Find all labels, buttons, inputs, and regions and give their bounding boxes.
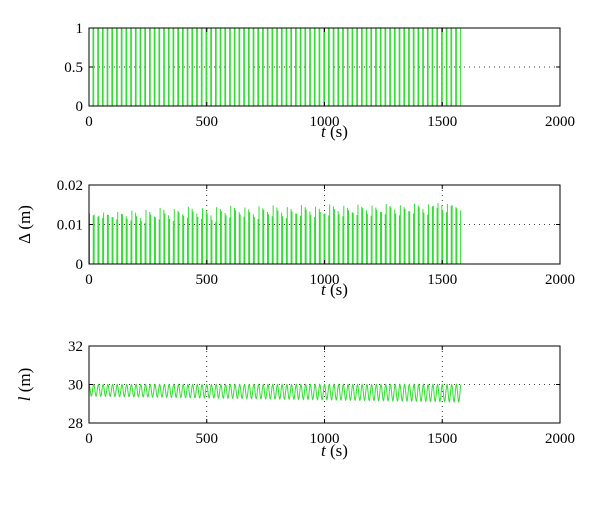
y-tick-label: 28: [68, 416, 83, 432]
y-tick-label: 0.02: [57, 178, 83, 194]
x-tick-label: 1500: [427, 272, 457, 288]
x-tick-label: 1500: [427, 114, 457, 130]
x-tick-label: 0: [85, 272, 93, 288]
x-axis-label: t (s): [321, 441, 348, 460]
x-tick-label: 2000: [545, 272, 575, 288]
x-axis-label: t (s): [321, 122, 348, 141]
panel-pulse-signal: 0 500 1000 1500 2000 0 0.5 1 t (s): [64, 21, 575, 141]
x-tick-label: 0: [85, 431, 93, 447]
x-tick-label: 500: [196, 431, 219, 447]
y-axis-label: l (m): [15, 368, 34, 402]
x-tick-label: 500: [196, 114, 219, 130]
series-line-length: [88, 383, 462, 404]
x-tick-label: 1000: [310, 114, 340, 130]
panel-delta: 0 500 1000 1500 2000 0 0.01 0.02 t (s) Δ (m): [15, 178, 575, 299]
x-tick-label: 0: [85, 114, 93, 130]
y-tick-label: 30: [68, 378, 83, 394]
y-tick-label: 0: [76, 257, 84, 273]
x-tick-label: 2000: [545, 114, 575, 130]
series-line-delta: [88, 203, 462, 264]
x-tick-label: 2000: [545, 431, 575, 447]
panel-length: 0 500 1000 1500 2000 28 30 32 t (s) l (m): [15, 339, 575, 460]
x-tick-label: 1000: [310, 272, 340, 288]
y-tick-label: 1: [76, 21, 84, 37]
y-tick-label: 0.5: [64, 60, 83, 76]
y-tick-label: 0: [76, 99, 84, 115]
x-axis-label: t (s): [321, 280, 348, 299]
y-tick-label: 32: [68, 339, 83, 355]
x-tick-label: 1500: [427, 431, 457, 447]
y-tick-label: 0.01: [57, 218, 83, 234]
x-tick-label: 500: [196, 272, 219, 288]
x-tick-label: 1000: [310, 431, 340, 447]
y-axis-label: Δ (m): [15, 205, 34, 244]
